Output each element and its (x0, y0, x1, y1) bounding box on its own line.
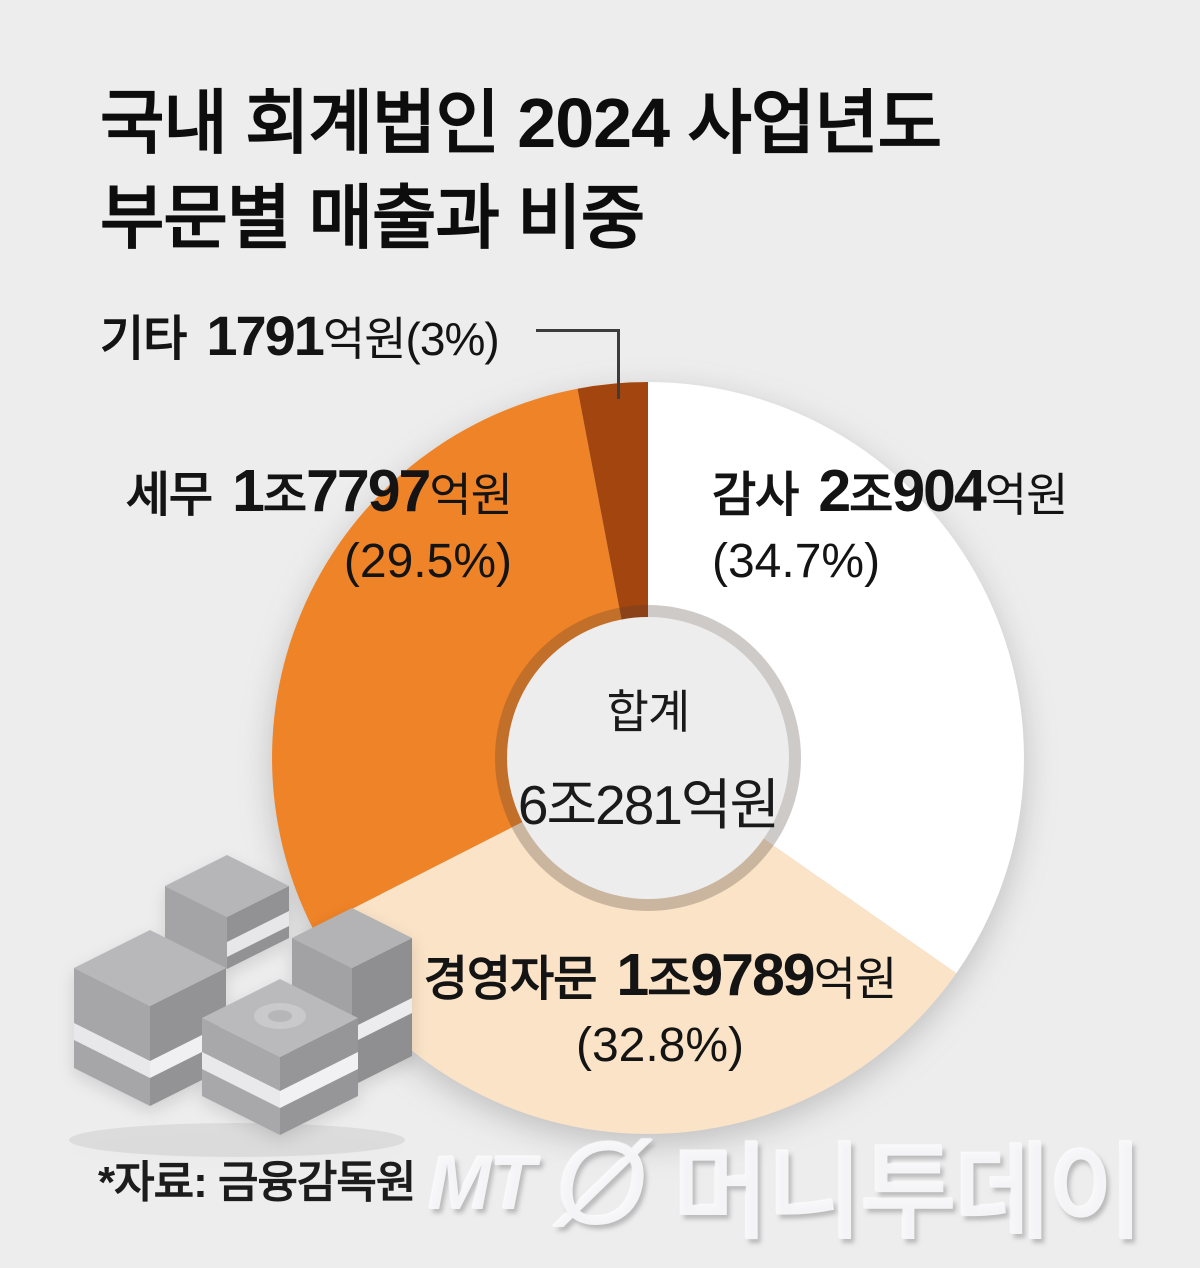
semu-suffix: 억원 (429, 469, 513, 521)
gamsa-line1: 감사 2조904억원 (712, 458, 1069, 524)
leader-line-vertical (617, 329, 620, 399)
donut-hole (507, 617, 789, 899)
gamsa-name: 감사 (712, 469, 799, 522)
consult-digit2: 9789 (690, 942, 815, 1008)
consult-line1: 경영자문 1조9789억원 (280, 942, 1040, 1008)
money-bundle-front (202, 979, 358, 1135)
semu-line1: 세무 1조7797억원 (125, 458, 513, 524)
money-bundle-left-stack (74, 930, 226, 1106)
gita-name: 기타 (100, 313, 187, 366)
donut-segment-감사 (648, 382, 1024, 974)
page-title-line2: 부문별 매출과 비중 (100, 179, 645, 258)
consult-digit1: 1 (616, 942, 649, 1008)
gamsa-percent: (34.7%) (712, 534, 881, 588)
watermark: MT Ø 머니투데이 (428, 1108, 1144, 1259)
label-semu: 세무 1조7797억원 (29.5%) (125, 458, 513, 588)
page-title-line1: 국내 회계법인 2024 사업년도 (100, 84, 942, 162)
mt-logo-text: MT (428, 1141, 536, 1226)
gita-suffix: 억원(3%) (322, 313, 500, 365)
consult-suffix: 억원 (813, 953, 898, 1005)
gamsa-digit1: 2 (818, 458, 851, 524)
donut-chart (272, 382, 1024, 1134)
source-note: *자료: 금융감독원 (98, 1158, 416, 1207)
gamsa-digit2: 904 (892, 458, 986, 524)
label-consult: 경영자문 1조9789억원 (32.8%) (280, 942, 1040, 1072)
consult-percent: (32.8%) (575, 1018, 745, 1072)
money-bundle-back-top (165, 855, 289, 969)
semu-digit2: 7797 (306, 458, 431, 524)
donut-segment-경영자문 (313, 758, 957, 1134)
donut-center-total: 합계 6조281억원 (448, 676, 848, 840)
gamsa-unit1: 조 (849, 469, 893, 522)
semu-digit1: 1 (232, 458, 265, 524)
consult-name: 경영자문 (423, 953, 598, 1006)
semu-unit1: 조 (262, 469, 307, 522)
money-stack-illustration (69, 855, 412, 1157)
label-gamsa: 감사 2조904억원 (34.7%) (712, 458, 1069, 588)
page-title: 국내 회계법인 2024 사업년도 부문별 매출과 비중 (100, 76, 1160, 266)
center-total-label: 합계 (606, 686, 691, 738)
semu-percent: (29.5%) (343, 534, 512, 588)
gita-value: 1791 (206, 304, 325, 367)
center-total-value: 6조281억원 (517, 774, 780, 836)
leader-line-horizontal (536, 329, 620, 332)
semu-name: 세무 (125, 469, 213, 522)
gamsa-suffix: 억원 (984, 469, 1069, 521)
watermark-publisher-name: 머니투데이 (673, 1136, 1144, 1252)
label-gita: 기타 1791억원(3%) (100, 304, 500, 367)
consult-unit1: 조 (647, 953, 691, 1006)
money-shadow (69, 1123, 405, 1157)
mt-circle-slash-logo-icon: Ø (555, 1117, 648, 1250)
